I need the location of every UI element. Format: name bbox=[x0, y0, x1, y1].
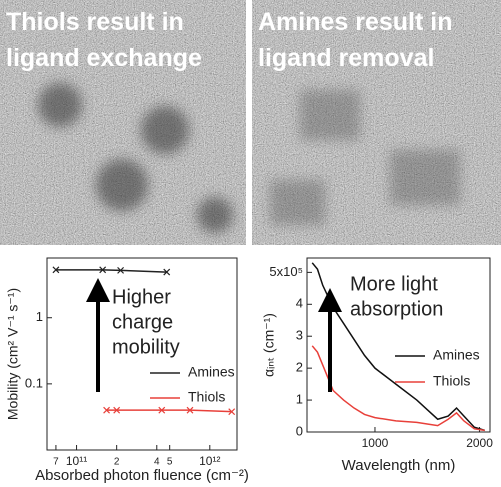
annotation: absorption bbox=[350, 298, 443, 320]
x-tick-label: 2000 bbox=[466, 436, 493, 450]
plot-frame bbox=[306, 257, 491, 433]
marker bbox=[228, 408, 236, 416]
y-tick-label: 1 bbox=[36, 309, 43, 324]
tem-image-right bbox=[252, 0, 501, 245]
y-tick-label: 2 bbox=[296, 360, 303, 375]
y-tick-label: 5x10⁵ bbox=[269, 264, 303, 279]
panel-caption: ligand removal bbox=[258, 44, 434, 72]
y-axis-label: Mobility (cm² V⁻¹ s⁻¹) bbox=[5, 288, 21, 420]
x-axis-label: Absorbed photon fluence (cm⁻²) bbox=[35, 467, 249, 484]
marker bbox=[163, 268, 171, 276]
marker bbox=[186, 406, 194, 414]
x-tick-label: 4 bbox=[154, 457, 160, 468]
marker bbox=[117, 266, 125, 274]
tem-image-left bbox=[0, 0, 246, 245]
annotation: More light bbox=[350, 273, 438, 295]
legend-label: Thiols bbox=[188, 389, 225, 405]
marker bbox=[52, 266, 60, 274]
annotation: Higher bbox=[112, 286, 171, 308]
plot-frame bbox=[46, 257, 238, 451]
annotation: charge bbox=[112, 311, 173, 333]
x-tick-label: 2 bbox=[114, 457, 120, 468]
annotation: mobility bbox=[112, 336, 180, 358]
series-line bbox=[106, 409, 232, 413]
y-tick-label: 4 bbox=[296, 296, 303, 311]
y-tick-label: 3 bbox=[296, 328, 303, 343]
marker bbox=[113, 406, 121, 414]
panel-caption: Thiols result in bbox=[6, 8, 184, 36]
legend-label: Amines bbox=[433, 347, 480, 363]
x-tick-label: 1000 bbox=[362, 436, 389, 450]
panel-caption: ligand exchange bbox=[6, 44, 202, 72]
y-tick-label: 0.1 bbox=[25, 375, 43, 390]
y-axis-label: αᵢₙₜ (cm⁻¹) bbox=[261, 313, 277, 377]
panel-caption: Amines result in bbox=[258, 8, 453, 36]
legend-label: Thiols bbox=[433, 373, 470, 389]
y-tick-label: 1 bbox=[296, 392, 303, 407]
x-axis-label: Wavelength (nm) bbox=[342, 457, 456, 474]
x-tick-label: 7 bbox=[53, 457, 59, 468]
x-tick-label: 10¹¹ bbox=[66, 454, 87, 468]
series-line bbox=[55, 269, 167, 273]
marker bbox=[103, 406, 111, 414]
legend-label: Amines bbox=[188, 364, 235, 380]
marker bbox=[158, 406, 166, 414]
x-tick-label: 10¹² bbox=[199, 454, 220, 468]
x-tick-label: 5 bbox=[167, 457, 173, 468]
y-tick-label: 0 bbox=[296, 423, 303, 438]
marker bbox=[99, 266, 107, 274]
